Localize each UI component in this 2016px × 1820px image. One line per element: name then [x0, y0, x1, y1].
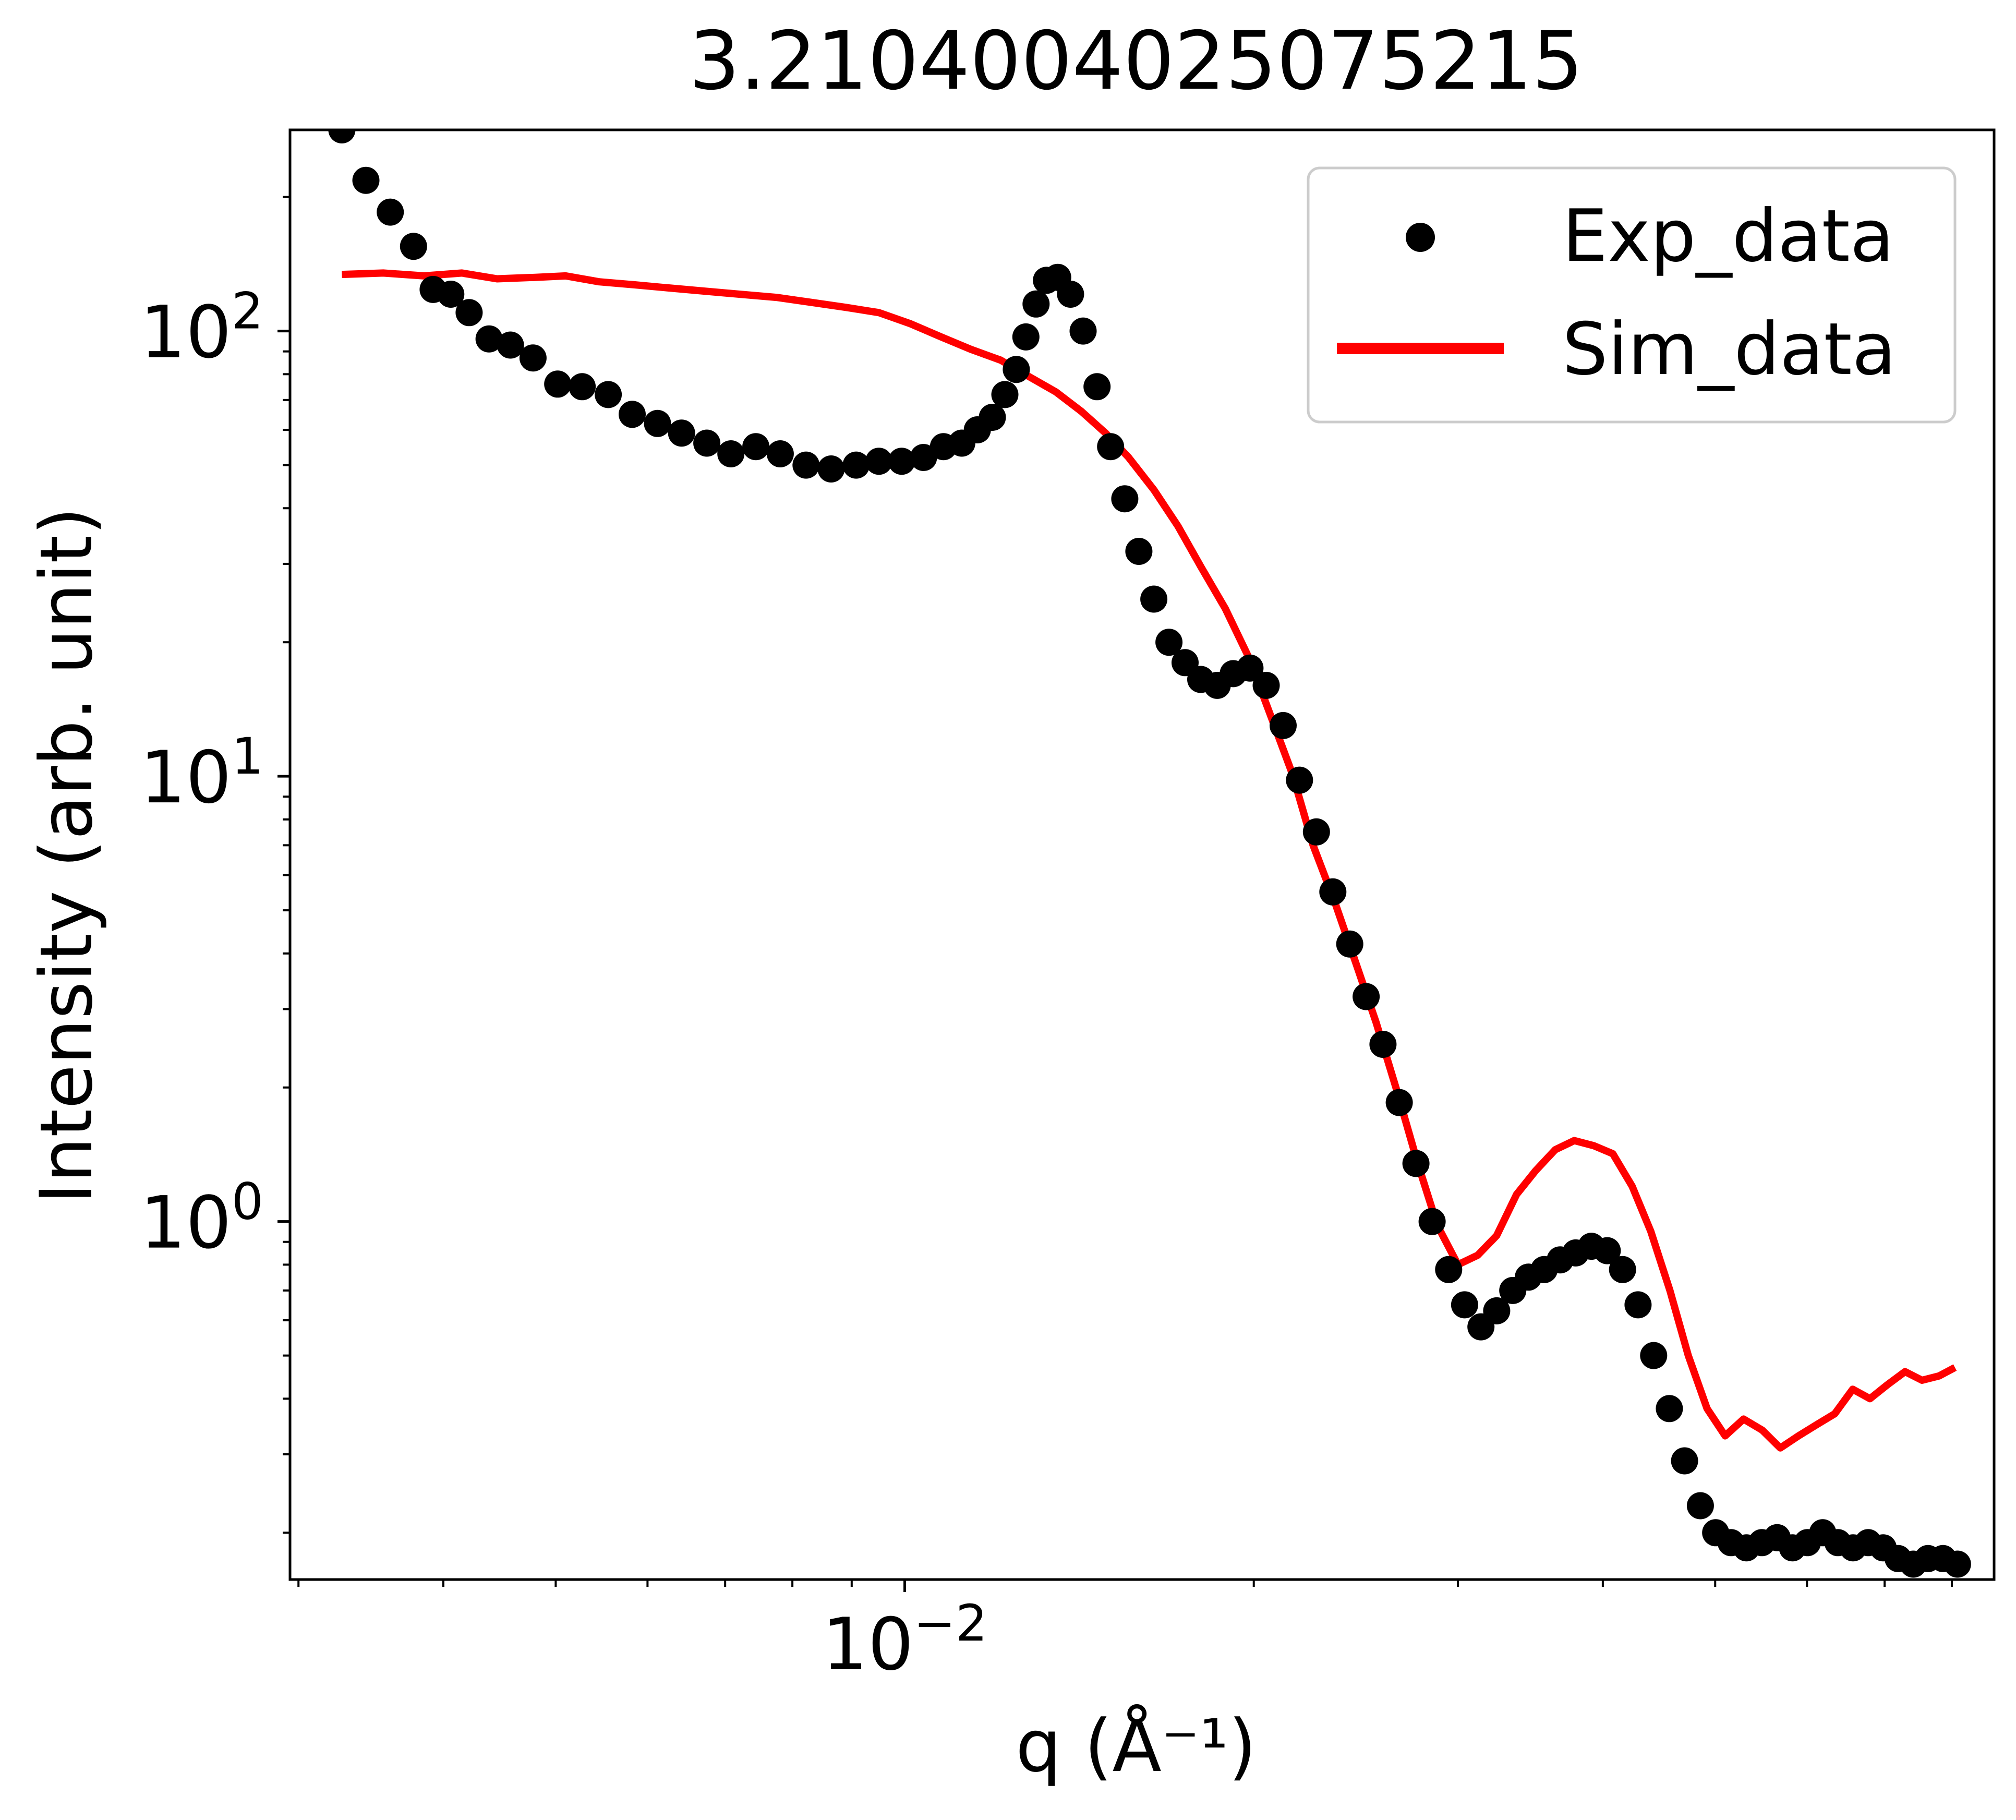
exp-data-point: [1483, 1297, 1511, 1324]
exp-data-point: [569, 373, 596, 401]
exp-data-point: [619, 401, 646, 428]
exp-data-point: [1671, 1447, 1698, 1475]
exp-data-point: [842, 451, 870, 479]
exp-data-point: [1069, 317, 1097, 345]
y-axis-ticks: 100 101 102: [140, 196, 290, 1534]
y-tick-label: 101: [140, 727, 263, 819]
exp-data-point: [1609, 1256, 1636, 1283]
exp-data-point: [1418, 1208, 1446, 1235]
exp-data-point: [1319, 878, 1347, 906]
x-axis-label: q (Å⁻¹): [1016, 1704, 1257, 1788]
exp-data-point: [377, 198, 404, 226]
exp-data-point: [1022, 290, 1050, 318]
legend-sim-label: Sim_data: [1562, 307, 1896, 391]
exp-data-point: [865, 448, 892, 475]
exp-data-point: [1624, 1291, 1652, 1319]
exp-data-layer: [328, 130, 1971, 1578]
exp-data-point: [910, 444, 937, 471]
legend-exp-label: Exp_data: [1562, 194, 1894, 278]
exp-data-point: [1155, 629, 1183, 656]
exp-data-point: [1943, 1550, 1971, 1578]
exp-data-point: [991, 381, 1019, 408]
exp-data-point: [352, 166, 380, 194]
exp-data-point: [1302, 818, 1330, 846]
exp-data-point: [1236, 654, 1264, 682]
exp-data-point: [668, 419, 695, 447]
exp-data-point: [1111, 485, 1139, 513]
exp-data-point: [1640, 1342, 1668, 1369]
exp-data-point: [475, 325, 503, 353]
exp-data-point: [742, 433, 770, 461]
exp-data-point: [1385, 1089, 1413, 1116]
exp-data-point: [979, 404, 1006, 431]
exp-data-point: [1003, 356, 1030, 383]
exp-data-point: [1252, 671, 1280, 699]
exp-data-point: [1402, 1150, 1430, 1177]
exp-data-point: [1125, 538, 1153, 565]
exp-data-point: [817, 455, 845, 483]
exp-data-point: [792, 451, 820, 479]
exp-data-point: [1286, 766, 1313, 794]
legend: Exp_data Sim_data: [1307, 166, 1957, 424]
exp-data-point: [1686, 1492, 1714, 1520]
exp-data-point: [497, 331, 524, 359]
exp-data-point: [328, 130, 356, 143]
exp-data-point: [1057, 281, 1084, 308]
y-tick-label: 102: [140, 282, 263, 375]
exp-data-point: [1083, 373, 1111, 401]
exp-data-point: [544, 370, 572, 398]
exp-data-point: [1012, 323, 1040, 351]
legend-exp-marker: [1406, 223, 1435, 252]
exp-data-point: [693, 429, 721, 457]
exp-data-point: [519, 344, 547, 372]
exp-data-point: [644, 409, 671, 437]
exp-data-point: [1140, 585, 1168, 613]
x-tick-label: 10−2: [822, 1594, 987, 1686]
x-axis-ticks: 10−2: [297, 1580, 1953, 1686]
exp-data-point: [1353, 983, 1380, 1010]
exp-data-point: [1594, 1237, 1621, 1264]
exp-data-point: [1656, 1395, 1683, 1423]
exp-data-point: [1336, 930, 1363, 958]
exp-data-point: [437, 281, 465, 308]
exp-data-point: [766, 440, 794, 467]
y-axis-label: Intensity (arb. unit): [25, 507, 108, 1204]
exp-data-point: [1369, 1031, 1397, 1058]
legend-box: [1307, 166, 1957, 424]
y-tick-label: 100: [140, 1173, 263, 1265]
exp-data-point: [595, 381, 622, 408]
exp-data-point: [1435, 1256, 1463, 1283]
exp-data-point: [888, 448, 915, 475]
exp-data-point: [455, 299, 483, 327]
chart-title: 3.2104004025075215: [689, 15, 1584, 108]
exp-data-point: [1270, 712, 1297, 739]
exp-data-point: [1097, 433, 1125, 461]
plot-frame: [288, 128, 1996, 1581]
exp-data-point: [1451, 1291, 1478, 1319]
plot-area: [328, 130, 1971, 1578]
exp-data-point: [400, 233, 427, 260]
exp-data-point: [717, 440, 745, 467]
